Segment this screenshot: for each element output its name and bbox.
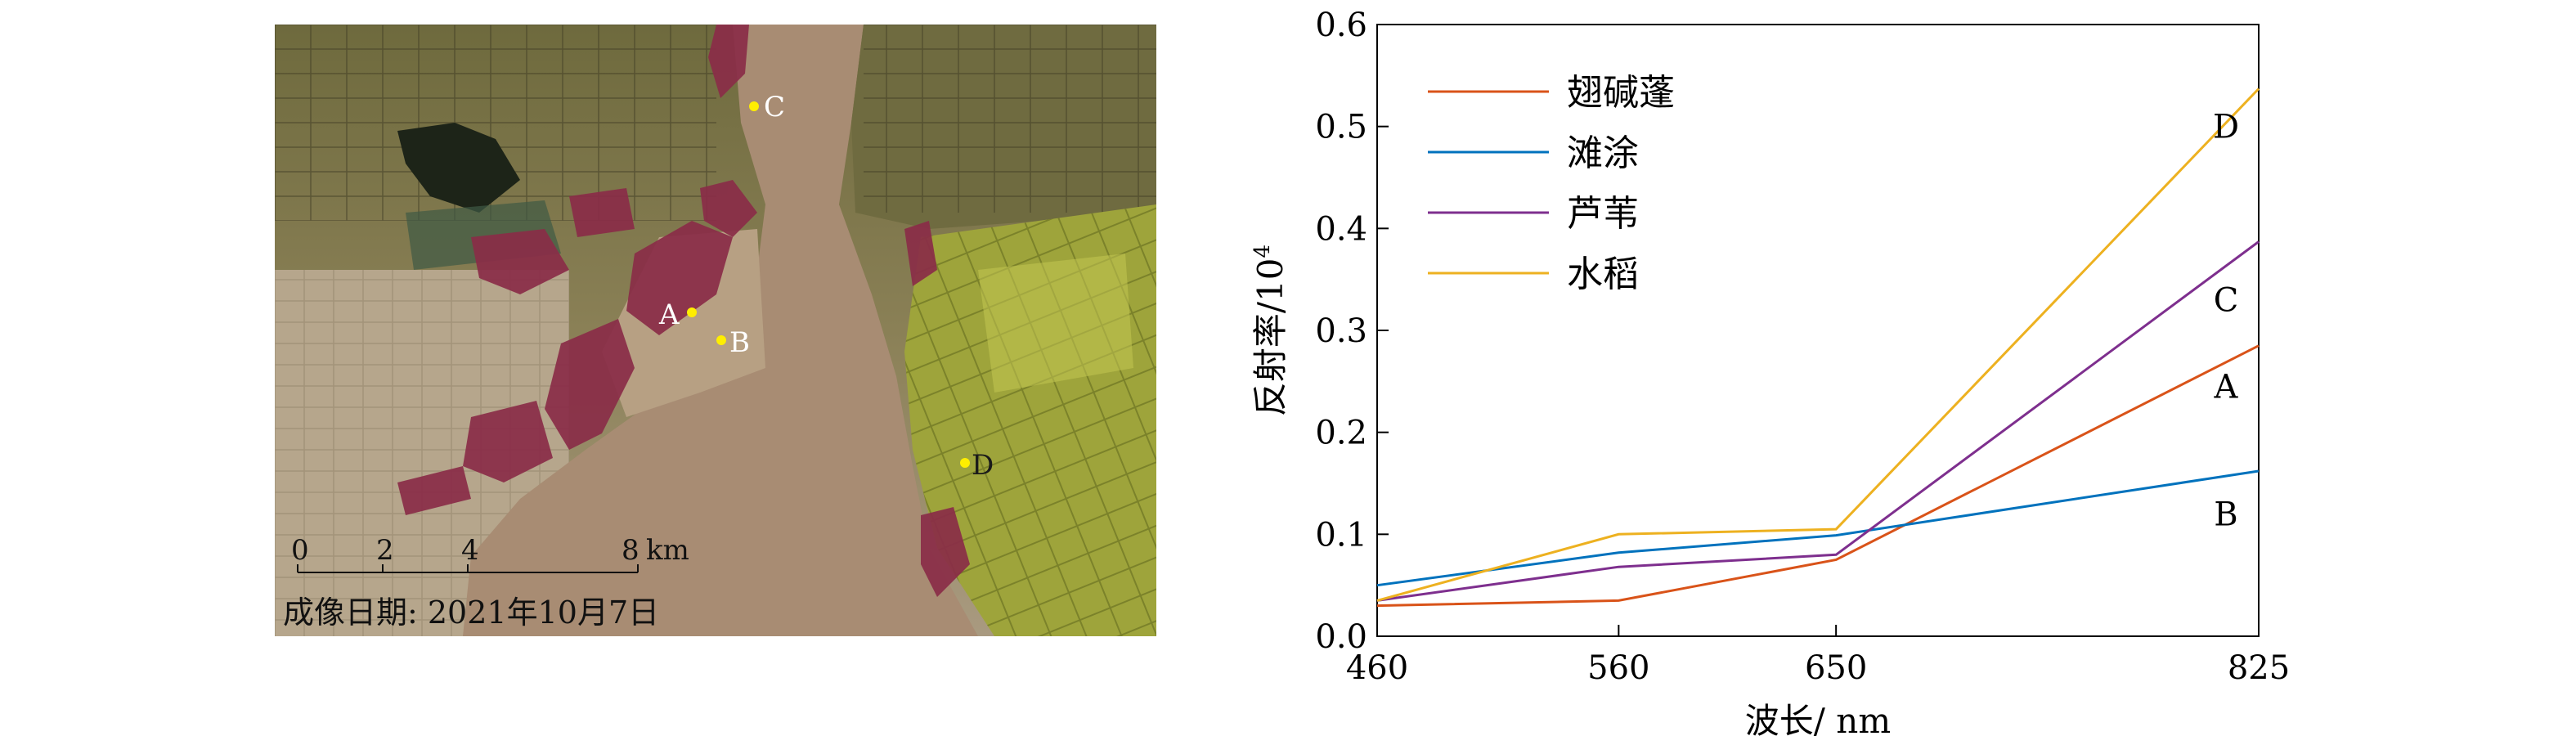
y-tick-label: 0.6 bbox=[1315, 7, 1367, 44]
x-axis-label: 波长/ nm bbox=[1745, 701, 1891, 741]
series-line-3 bbox=[1376, 240, 2260, 602]
x-axis-ticks: 460 560 650 825 bbox=[1346, 625, 2290, 687]
y-axis-label-base: 反射率/10 bbox=[1250, 258, 1290, 416]
series-end-labels: A B C D bbox=[2213, 109, 2239, 534]
satellite-map: A B C D 0 2 4 8 km 成像日期: 2021年10月7日 bbox=[275, 25, 1156, 636]
scale-tick-0: 0 bbox=[291, 534, 309, 567]
upper-right-field-grid bbox=[864, 25, 1156, 213]
series-end-label-D: D bbox=[2213, 109, 2239, 146]
x-tick-label: 560 bbox=[1587, 649, 1649, 687]
y-tick-label: 0.5 bbox=[1315, 109, 1367, 146]
point-label: A bbox=[658, 298, 680, 331]
legend-label: 水稻 bbox=[1567, 254, 1639, 295]
x-tick-label: 825 bbox=[2228, 649, 2290, 687]
legend-label: 滩涂 bbox=[1567, 132, 1639, 174]
series-line-2 bbox=[1376, 469, 2260, 587]
point-D: D bbox=[960, 449, 994, 482]
y-tick-label: 0.3 bbox=[1315, 312, 1367, 350]
point-C: C bbox=[749, 91, 785, 123]
y-axis-ticks: 0.0 0.1 0.2 0.3 0.4 0.5 0.6 bbox=[1315, 7, 1389, 656]
plot-frame bbox=[1376, 24, 2260, 637]
point-A: A bbox=[658, 298, 697, 331]
point-marker bbox=[749, 101, 759, 111]
estuary-water bbox=[463, 25, 978, 636]
series-end-label-C: C bbox=[2214, 282, 2239, 320]
plot-area-border bbox=[1376, 24, 2260, 637]
scale-tick-4: 4 bbox=[461, 534, 479, 567]
legend-label: 芦苇 bbox=[1567, 193, 1639, 235]
point-marker bbox=[687, 307, 697, 317]
series-lines bbox=[1376, 88, 2260, 608]
y-tick-label: 0.2 bbox=[1315, 415, 1367, 452]
rice-highlight bbox=[978, 254, 1133, 393]
point-label: B bbox=[729, 326, 750, 359]
y-tick-label: 0.4 bbox=[1315, 210, 1367, 248]
reflectance-chart: 0.00.10.20.30.40.50.6 460 560 650 825 ABCD … bbox=[1250, 7, 2290, 741]
point-label: C bbox=[764, 91, 785, 123]
scale-unit: km bbox=[646, 534, 689, 567]
dark-pond bbox=[397, 123, 520, 213]
point-marker bbox=[716, 335, 726, 345]
x-tick-label: 460 bbox=[1346, 649, 1408, 687]
series-line-1 bbox=[1376, 344, 2260, 608]
point-marker bbox=[960, 458, 970, 468]
imaging-date-caption: 成像日期: 2021年10月7日 bbox=[283, 595, 659, 631]
suaeda-patches bbox=[397, 25, 970, 597]
scale-tick-8: 8 bbox=[622, 534, 640, 567]
y-axis-label-exponent: 4 bbox=[1250, 245, 1275, 258]
series-end-label-A: A bbox=[2214, 369, 2239, 406]
x-tick-label: 650 bbox=[1805, 649, 1867, 687]
y-tick-label: 0.0 bbox=[1315, 618, 1367, 656]
y-axis-label: 反射率/104 bbox=[1250, 245, 1290, 416]
series-line-4 bbox=[1376, 88, 2260, 602]
y-tick-label: 0.1 bbox=[1315, 516, 1367, 554]
point-label: D bbox=[972, 449, 994, 482]
scale-tick-2: 2 bbox=[376, 534, 394, 567]
scale-bar: 0 2 4 8 km bbox=[291, 534, 689, 573]
point-B: B bbox=[716, 326, 750, 359]
legend-label: 翅碱蓬 bbox=[1567, 72, 1675, 114]
series-end-label-B: B bbox=[2214, 496, 2237, 533]
